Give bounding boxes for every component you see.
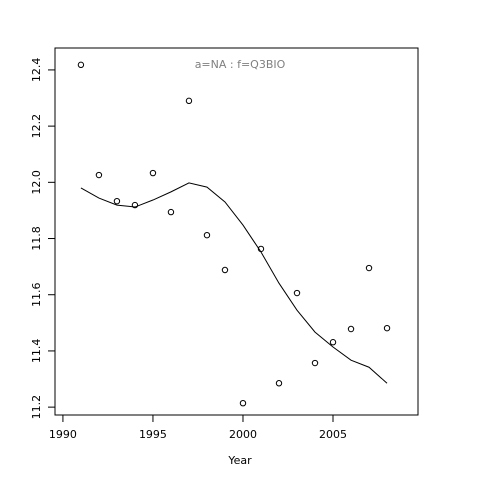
x-tick-label: 2000 bbox=[229, 428, 257, 441]
point bbox=[167, 208, 175, 216]
x-axis-label: Year bbox=[227, 454, 252, 467]
x-tick-label: 1990 bbox=[49, 428, 77, 441]
point bbox=[113, 197, 121, 205]
point bbox=[221, 266, 229, 274]
point bbox=[149, 169, 157, 177]
point bbox=[185, 97, 193, 105]
point bbox=[275, 380, 283, 387]
y-tick-label: 11.4 bbox=[30, 339, 43, 364]
point bbox=[329, 339, 337, 346]
point bbox=[383, 324, 391, 332]
x-tick-label: 2005 bbox=[319, 428, 347, 441]
point bbox=[293, 289, 301, 297]
y-tick-label: 11.8 bbox=[30, 226, 43, 251]
x-tick-label: 1995 bbox=[139, 428, 167, 441]
point bbox=[365, 264, 373, 272]
y-tick-label: 11.2 bbox=[30, 395, 43, 420]
plot-box bbox=[54, 47, 419, 416]
point bbox=[77, 61, 85, 69]
point bbox=[239, 399, 247, 407]
y-tick-label: 11.6 bbox=[30, 282, 43, 307]
y-tick-label: 12.0 bbox=[30, 170, 43, 195]
point bbox=[347, 325, 355, 333]
point bbox=[203, 231, 211, 239]
chart-title: a=NA : f=Q3BIO bbox=[195, 58, 286, 71]
y-tick-label: 12.4 bbox=[30, 58, 43, 83]
point bbox=[95, 171, 103, 179]
fit-line bbox=[80, 182, 388, 384]
point bbox=[131, 201, 139, 209]
y-tick-label: 12.2 bbox=[30, 114, 43, 138]
point bbox=[311, 359, 319, 367]
